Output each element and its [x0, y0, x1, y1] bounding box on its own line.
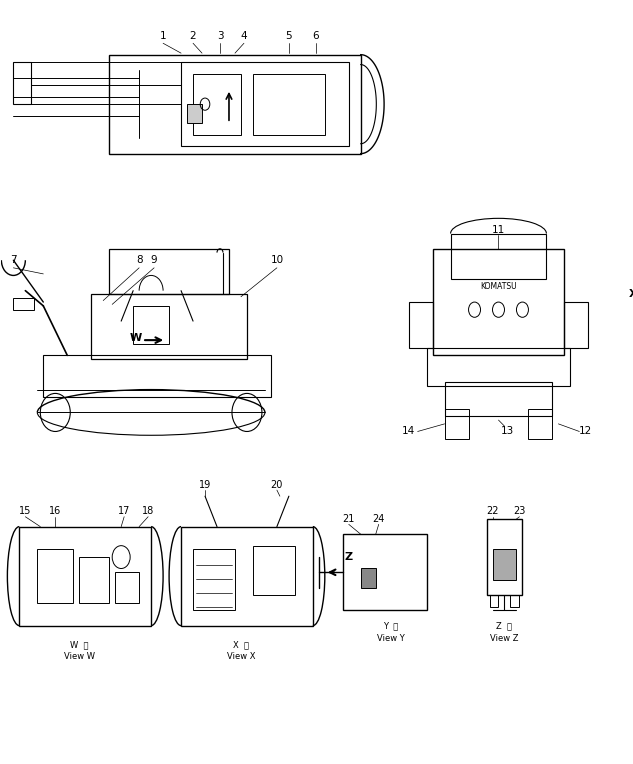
Bar	[110, 55, 361, 154]
Text: 6: 6	[313, 31, 319, 40]
Text: 2: 2	[190, 31, 196, 40]
Bar	[432, 249, 565, 355]
Text: 16: 16	[49, 507, 61, 516]
Bar	[489, 595, 499, 607]
Text: View W: View W	[64, 652, 95, 661]
Bar	[427, 348, 570, 386]
Bar	[110, 249, 229, 294]
Text: 7: 7	[10, 255, 16, 265]
Bar	[91, 294, 247, 359]
Text: W: W	[130, 333, 142, 343]
Text: 18: 18	[142, 507, 154, 516]
Text: View Z: View Z	[490, 634, 518, 643]
Bar	[115, 572, 139, 603]
Text: 12: 12	[579, 426, 592, 436]
Text: 1: 1	[160, 31, 166, 40]
Text: 17: 17	[118, 507, 130, 516]
Text: 11: 11	[492, 225, 505, 235]
Bar	[253, 545, 295, 595]
Bar	[510, 595, 520, 607]
Bar	[492, 549, 517, 580]
Bar	[409, 302, 432, 348]
Bar	[187, 104, 202, 123]
Text: 10: 10	[270, 255, 284, 265]
Text: 15: 15	[19, 507, 32, 516]
Text: X: X	[629, 290, 633, 299]
Text: 9: 9	[151, 255, 158, 265]
Bar	[529, 409, 553, 439]
Bar	[343, 534, 427, 610]
Text: 4: 4	[241, 31, 248, 40]
Text: KOMATSU: KOMATSU	[480, 283, 517, 291]
Bar	[253, 73, 325, 134]
Text: 19: 19	[199, 480, 211, 490]
Text: Z  視: Z 視	[496, 621, 513, 630]
Bar	[361, 568, 376, 588]
Text: 5: 5	[285, 31, 292, 40]
Bar	[193, 549, 235, 610]
Bar	[43, 355, 271, 397]
Text: 3: 3	[216, 31, 223, 40]
Text: 14: 14	[402, 426, 415, 436]
Bar	[181, 63, 349, 146]
Text: View Y: View Y	[377, 634, 404, 643]
Bar	[444, 382, 553, 416]
Bar	[37, 549, 73, 603]
Bar	[451, 234, 546, 279]
Bar	[133, 306, 169, 344]
Bar	[13, 63, 32, 104]
Text: 22: 22	[486, 507, 499, 516]
Bar	[193, 73, 241, 134]
Text: Z: Z	[345, 552, 353, 562]
Text: X  視: X 視	[233, 640, 249, 649]
Bar	[13, 298, 34, 309]
Bar	[181, 526, 313, 626]
Bar	[20, 526, 151, 626]
Text: View X: View X	[227, 652, 255, 661]
Text: W  視: W 視	[70, 640, 89, 649]
Text: 21: 21	[342, 514, 355, 524]
Text: Y  視: Y 視	[383, 621, 398, 630]
Text: 20: 20	[271, 480, 283, 490]
Text: 13: 13	[501, 426, 514, 436]
Bar	[565, 302, 588, 348]
Text: 8: 8	[136, 255, 142, 265]
Bar	[444, 409, 468, 439]
Bar	[79, 557, 110, 603]
Bar	[487, 519, 522, 595]
Text: 23: 23	[513, 507, 525, 516]
Text: 24: 24	[373, 514, 385, 524]
